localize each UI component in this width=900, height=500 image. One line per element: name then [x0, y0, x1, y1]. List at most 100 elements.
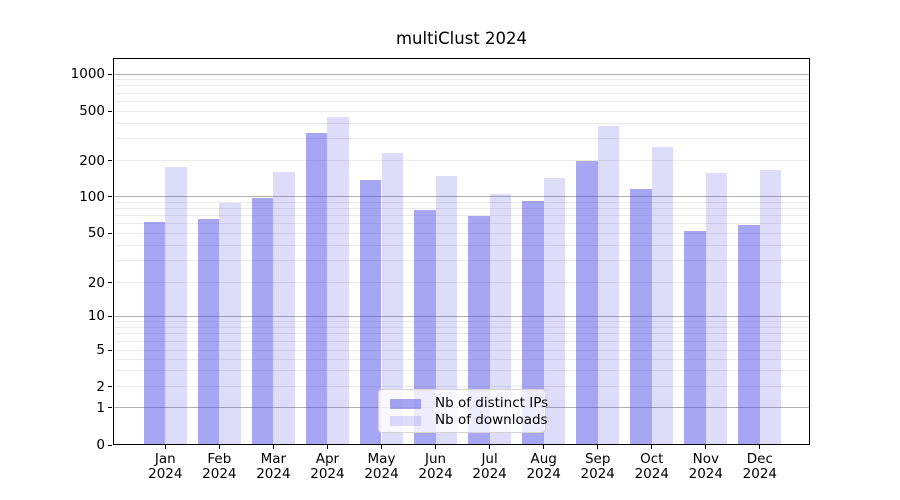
gridline-minor: [113, 110, 810, 112]
legend-label-downloads: Nb of downloads: [435, 412, 548, 428]
bar-distinct-ips-nov-2024: [684, 231, 706, 445]
bar-distinct-ips-jul-2024: [468, 215, 490, 445]
bar-distinct-ips-apr-2024: [305, 132, 328, 445]
gridline-major: [113, 73, 810, 75]
spine-top: [113, 58, 810, 59]
spine-right: [809, 58, 810, 445]
x-tick-mark: [435, 445, 437, 449]
bar-downloads-aug-2024: [543, 178, 566, 445]
y-tick-mark: [108, 349, 112, 351]
gridline-minor: [113, 282, 810, 284]
y-tick-label: 1: [96, 399, 105, 416]
y-tick-mark: [108, 160, 112, 161]
bar-distinct-ips-jan-2024: [143, 221, 166, 445]
legend-label-distinct-ips: Nb of distinct IPs: [435, 395, 549, 411]
bar-downloads-jun-2024: [435, 176, 458, 445]
y-tick-label: 100: [79, 188, 105, 205]
y-tick-mark: [108, 407, 112, 409]
gridline-minor: [113, 340, 810, 342]
bar-downloads-jan-2024: [165, 167, 187, 445]
gridline-minor: [113, 326, 810, 328]
y-tick-label: 2: [96, 378, 105, 395]
x-tick-label: Feb 2024: [202, 451, 237, 482]
y-tick-mark: [108, 315, 112, 317]
chart-title: multiClust 2024: [395, 29, 528, 48]
bar-distinct-ips-jun-2024: [413, 209, 436, 445]
x-tick-label: Jun 2024: [418, 451, 453, 482]
legend-item-downloads: Nb of downloads: [379, 412, 548, 429]
y-tick-mark: [108, 444, 112, 446]
x-tick-mark: [218, 445, 220, 449]
gridline-minor: [113, 138, 810, 140]
x-tick-mark: [543, 445, 545, 449]
x-tick-label: Dec 2024: [742, 451, 778, 482]
gridline-minor: [113, 223, 810, 225]
gridline-minor: [113, 79, 810, 81]
gridline-minor: [113, 160, 810, 161]
legend-swatch-downloads: [390, 415, 421, 426]
gridline-minor: [113, 207, 810, 209]
bar-downloads-sep-2024: [597, 125, 620, 445]
legend-swatch-distinct-ips: [390, 398, 421, 409]
bar-distinct-ips-dec-2024: [738, 225, 760, 445]
y-tick-label: 500: [79, 103, 105, 119]
gridline-minor: [113, 244, 810, 246]
y-tick-label: 20: [87, 274, 105, 291]
y-tick-mark: [108, 73, 112, 75]
bar-downloads-apr-2024: [327, 117, 350, 445]
plot-area: Nb of distinct IPs Nb of downloads: [113, 58, 810, 445]
gridline-minor: [113, 201, 810, 203]
y-tick-mark: [108, 110, 112, 112]
gridline-minor: [113, 215, 810, 217]
gridline-minor: [113, 100, 810, 102]
y-tick-label: 50: [87, 225, 105, 242]
gridline-minor: [113, 320, 810, 322]
bar-downloads-oct-2024: [651, 147, 674, 445]
bar-distinct-ips-mar-2024: [251, 197, 274, 445]
gridline-minor: [113, 386, 810, 388]
x-tick-mark: [597, 445, 599, 449]
gridline-minor: [113, 370, 810, 372]
x-tick-mark: [489, 445, 491, 449]
gridline-minor: [113, 260, 810, 262]
x-tick-mark: [272, 445, 274, 449]
gridline-minor: [113, 333, 810, 335]
bar-downloads-dec-2024: [759, 170, 782, 445]
bar-distinct-ips-sep-2024: [576, 160, 598, 445]
y-tick-label: 5: [96, 342, 105, 359]
y-tick-mark: [108, 282, 112, 284]
bar-downloads-jul-2024: [489, 193, 512, 445]
y-tick-label: 1000: [70, 66, 105, 82]
bar-distinct-ips-aug-2024: [522, 200, 544, 445]
x-tick-mark: [759, 445, 761, 449]
y-tick-mark: [108, 386, 112, 388]
x-tick-label: Mar 2024: [256, 451, 291, 482]
gridline-minor: [113, 349, 810, 351]
gridline-major: [113, 196, 810, 198]
y-tick-label: 10: [87, 308, 105, 324]
x-tick-label: Aug 2024: [526, 451, 561, 482]
gridline-minor: [113, 122, 810, 124]
bar-downloads-mar-2024: [273, 172, 295, 445]
x-tick-mark: [326, 445, 328, 449]
y-tick-label: 200: [79, 152, 105, 169]
bar-distinct-ips-may-2024: [359, 180, 382, 445]
spine-left: [113, 58, 114, 445]
x-tick-label: Apr 2024: [310, 451, 345, 482]
y-tick-label: 0: [96, 437, 105, 453]
x-tick-mark: [381, 445, 382, 449]
legend-item-distinct-ips: Nb of distinct IPs: [379, 395, 549, 412]
bar-distinct-ips-feb-2024: [197, 218, 220, 445]
x-tick-mark: [651, 445, 653, 449]
x-tick-label: Jul 2024: [472, 451, 507, 482]
x-tick-label: Jan 2024: [148, 451, 183, 482]
spine-bottom: [113, 444, 810, 445]
x-tick-mark: [164, 445, 166, 449]
bar-distinct-ips-oct-2024: [630, 188, 652, 445]
gridline-minor: [113, 92, 810, 94]
bar-downloads-nov-2024: [705, 172, 728, 445]
bar-downloads-feb-2024: [219, 203, 241, 445]
legend: Nb of distinct IPs Nb of downloads: [378, 389, 549, 433]
gridline-major: [113, 315, 810, 317]
